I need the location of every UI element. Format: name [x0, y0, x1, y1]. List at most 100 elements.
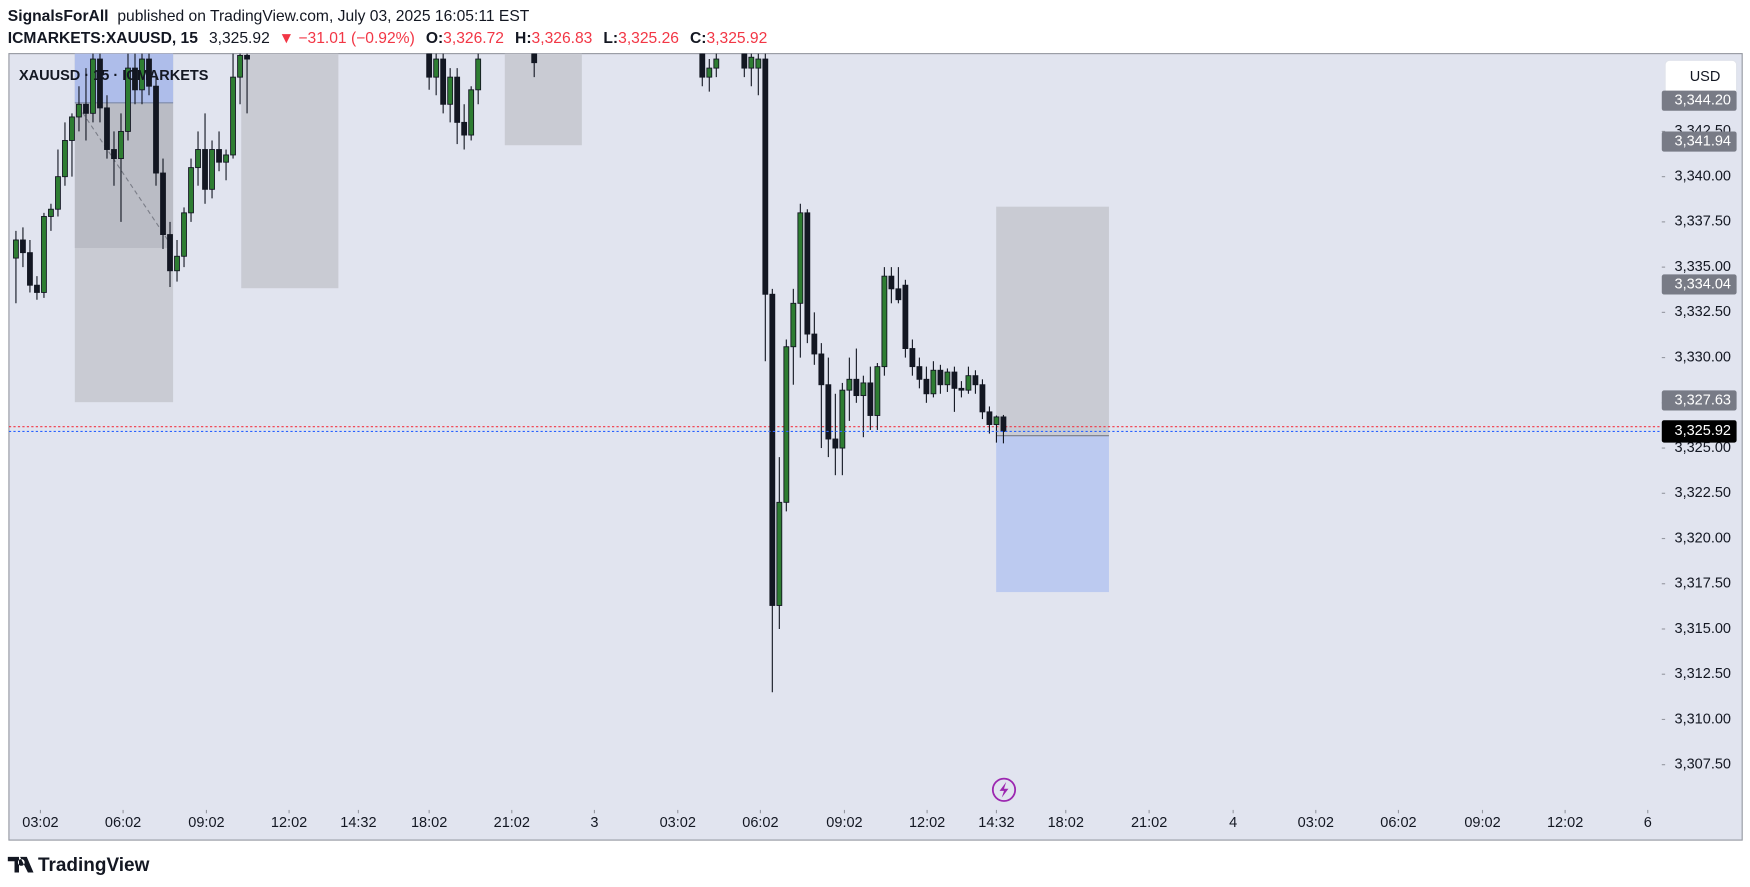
- candle-body: [839, 389, 846, 449]
- ohlc-label: H:: [515, 30, 531, 47]
- brand-logo: [7, 856, 34, 873]
- x-tick-label: 03:02: [660, 815, 696, 831]
- candle-body: [216, 149, 222, 163]
- candle-body: [951, 371, 958, 389]
- currency: USD: [1690, 69, 1721, 85]
- candle-body: [937, 369, 944, 386]
- x-tick-label: 18:02: [411, 815, 447, 831]
- candle-body: [531, 53, 538, 64]
- candle-body: [447, 76, 454, 105]
- x-tick-label: 21:02: [494, 815, 530, 831]
- target-zone: [996, 435, 1109, 593]
- candle-body: [69, 116, 75, 141]
- candle-body: [139, 58, 145, 91]
- candle-body: [111, 149, 117, 160]
- published: published on TradingView.com, July 03, 2…: [117, 8, 529, 25]
- symbol-line: ICMARKETS:XAUUSD, 15 3,325.92 ▼ −31.01 (…: [8, 30, 768, 47]
- candle-body: [230, 76, 236, 156]
- price-label-box: [1661, 90, 1737, 111]
- ohlc-label: L:: [603, 30, 618, 47]
- candle-body: [433, 58, 440, 78]
- price-label: 3,344.20: [1675, 92, 1732, 108]
- candle-body: [993, 416, 1000, 425]
- price-label-box: [1661, 274, 1737, 295]
- candle-body: [748, 56, 755, 69]
- candle-body: [167, 234, 173, 272]
- alert-circle: [991, 777, 1017, 802]
- candle-body: [783, 346, 790, 503]
- alert-icon[interactable]: [991, 777, 1017, 802]
- y-tick-label: 3,330.00: [1675, 349, 1732, 365]
- candle-body: [874, 366, 881, 416]
- x-tick-label: 06:02: [742, 815, 778, 831]
- candle-body: [41, 216, 47, 293]
- y-tick-label: 3,337.50: [1675, 214, 1732, 230]
- candle-body: [1000, 416, 1007, 432]
- ohlc-label: O:: [426, 30, 443, 47]
- candle-body: [55, 176, 61, 210]
- candle-body: [34, 284, 40, 293]
- candle-body: [440, 58, 447, 105]
- candle-body: [769, 293, 776, 606]
- candle-body: [902, 284, 909, 349]
- candle-body: [944, 371, 951, 386]
- alert-bolt: [999, 781, 1009, 798]
- candle-body: [860, 382, 867, 397]
- price-label-box: [1661, 390, 1737, 411]
- brand: TradingView: [7, 855, 150, 876]
- x-tick-label: 21:02: [1131, 815, 1167, 831]
- candle-body: [881, 275, 888, 368]
- x-tick-label: 09:02: [1464, 815, 1500, 831]
- zone-box: [241, 53, 339, 289]
- candle-body: [846, 378, 853, 391]
- x-tick-label: 03:02: [1298, 815, 1334, 831]
- candle-body: [888, 275, 895, 290]
- x-tick-label: 14:32: [978, 815, 1014, 831]
- x-tick-label: 14:32: [340, 815, 376, 831]
- x-tick-label: 12:02: [909, 815, 945, 831]
- ohlc-label: C:: [690, 30, 706, 47]
- x-tick-label: 06:02: [105, 815, 141, 831]
- ohlc-value: 3,325.92: [707, 30, 768, 47]
- candle-body: [97, 58, 103, 109]
- candle-body: [867, 382, 874, 416]
- candle-body: [132, 67, 138, 91]
- candle-body: [818, 353, 825, 386]
- price-label-box: [1661, 131, 1737, 152]
- candle-body: [713, 58, 720, 69]
- candle-body: [426, 53, 433, 78]
- candles: [13, 53, 1007, 693]
- x-tick-label: 12:02: [271, 815, 307, 831]
- candle-body: [223, 154, 229, 163]
- candle-body: [909, 348, 916, 368]
- x-tick-label: 4: [1229, 815, 1237, 831]
- candle-body: [979, 384, 986, 413]
- candle-body: [146, 58, 152, 87]
- y-tick-label: 3,320.00: [1675, 530, 1732, 546]
- last-price-box: [1661, 420, 1737, 443]
- candle-body: [895, 288, 902, 301]
- candle-body: [13, 239, 19, 259]
- y-tick-label: 3,312.50: [1675, 666, 1732, 682]
- candle-body: [930, 369, 937, 395]
- candle-body: [48, 208, 54, 217]
- candle-body: [188, 167, 194, 214]
- candle-body: [832, 438, 839, 449]
- brand-name: TradingView: [38, 855, 150, 876]
- candle-body: [965, 375, 972, 391]
- candle-body: [118, 130, 124, 160]
- candle-body: [244, 54, 250, 60]
- y-tick-label: 3,335.00: [1675, 259, 1732, 275]
- zone-box: [504, 53, 582, 146]
- ohlc-value: 3,326.72: [443, 30, 504, 47]
- candle-body: [762, 58, 769, 295]
- candle-body: [20, 239, 26, 254]
- price: 3,325.92: [209, 30, 270, 47]
- legend: XAUUSD · 15 · ICMARKETS: [19, 68, 209, 84]
- y-tick-label: 3,310.00: [1675, 711, 1732, 727]
- symbol: ICMARKETS:XAUUSD, 15: [8, 30, 198, 47]
- candle-body: [174, 255, 180, 272]
- candle-body: [741, 53, 748, 69]
